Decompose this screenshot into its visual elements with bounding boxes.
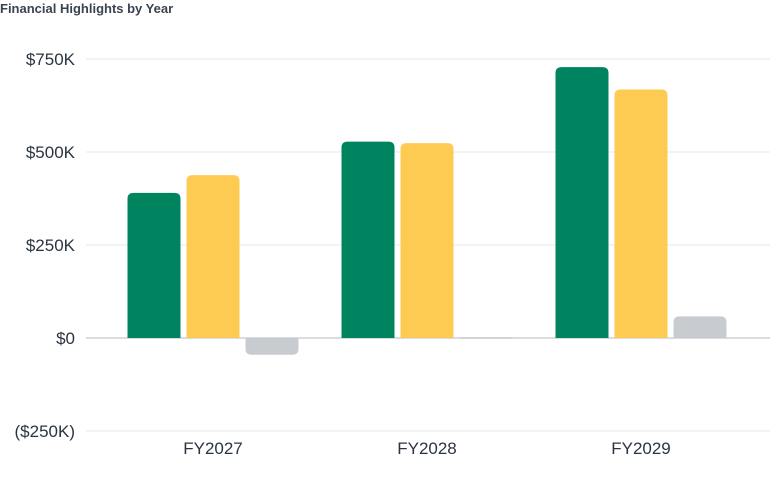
bars (127, 67, 727, 355)
bar-fy2029-series-1 (555, 67, 609, 339)
bar-fy2029-series-3 (673, 316, 727, 338)
y-tick-label: $250K (26, 236, 76, 255)
bar-fy2028-series-1 (341, 141, 395, 338)
bar-fy2027-series-1 (127, 192, 181, 338)
x-tick-label: FY2027 (183, 439, 243, 458)
y-tick-label: $500K (26, 143, 76, 162)
bar-fy2027-series-2 (186, 175, 240, 338)
y-axis-tick-labels: $750K $500K $250K $0 ($250K) (15, 50, 76, 441)
bar-fy2029-series-2 (614, 89, 668, 338)
x-tick-label: FY2028 (397, 439, 457, 458)
bar-fy2028-series-3 (459, 337, 513, 339)
y-tick-label: ($250K) (15, 422, 75, 441)
chart-title: Financial Highlights by Year (0, 1, 174, 16)
bar-fy2028-series-2 (400, 143, 454, 338)
y-tick-label: $0 (56, 329, 75, 348)
bar-fy2027-series-3 (245, 338, 299, 355)
y-tick-label: $750K (26, 50, 76, 69)
x-axis-tick-labels: FY2027 FY2028 FY2029 (183, 439, 671, 458)
x-tick-label: FY2029 (611, 439, 671, 458)
